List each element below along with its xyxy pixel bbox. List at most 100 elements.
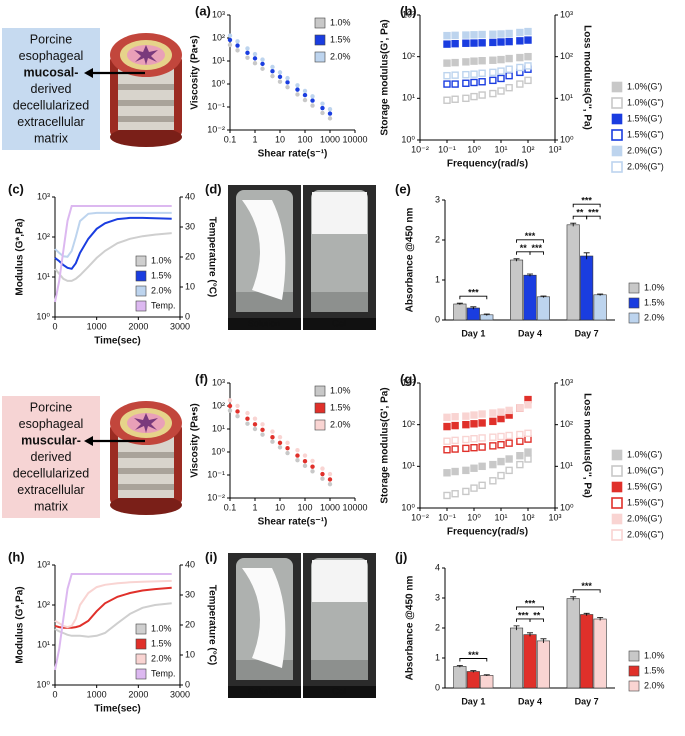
point <box>497 457 505 466</box>
panel-label: (e) <box>395 181 411 196</box>
x-tick-label: Day 7 <box>575 328 599 338</box>
panel-label: (b) <box>400 3 417 18</box>
x-tick-label: 100 <box>297 134 312 144</box>
x-tick-label: Day 7 <box>575 696 599 706</box>
legend-marker <box>611 129 623 141</box>
point <box>478 78 486 86</box>
legend-label: 2.0% <box>330 51 351 61</box>
point <box>478 462 486 471</box>
y2-tick-label: 30 <box>185 221 195 231</box>
point <box>516 80 524 88</box>
point <box>478 419 486 427</box>
panel-label: (a) <box>195 3 211 18</box>
point <box>443 422 451 431</box>
legend-marker <box>135 300 147 312</box>
jar-neck <box>236 292 293 312</box>
x-axis-title: Shear rate(s⁻¹) <box>258 517 328 528</box>
legend-marker <box>611 161 623 173</box>
bar <box>510 259 524 321</box>
y-tick-label: 10¹ <box>212 55 225 65</box>
legend-marker <box>135 623 147 635</box>
point <box>443 59 451 67</box>
error-bar <box>540 295 547 298</box>
x-tick-label: 0 <box>52 689 57 699</box>
y2-axis-title: Loss modulus(G'', Pa) <box>581 393 592 498</box>
y-tick-label: 1 <box>435 652 440 662</box>
jar-neck <box>311 660 368 680</box>
point <box>252 426 258 432</box>
point <box>252 56 258 61</box>
label-bar <box>303 318 376 330</box>
error-bar <box>483 674 490 676</box>
point <box>524 36 532 44</box>
legend-label: 1.5% <box>151 638 172 648</box>
point <box>497 38 505 46</box>
label-bar <box>303 686 376 698</box>
y-tick-label: 10⁰ <box>211 78 225 88</box>
bar <box>466 307 480 321</box>
legend-label: 2.0%(G") <box>627 161 664 171</box>
point <box>270 429 275 434</box>
significance-bracket <box>459 658 488 662</box>
point <box>245 416 250 421</box>
error-bar <box>597 617 604 621</box>
y2-tick-label: 40 <box>185 191 195 201</box>
point <box>270 69 275 74</box>
point <box>285 84 290 90</box>
y-tick-label: 10³ <box>212 9 225 19</box>
point <box>451 445 459 453</box>
point <box>462 435 470 444</box>
box-text: derived <box>31 82 72 96</box>
bar <box>510 627 524 689</box>
point <box>478 443 486 451</box>
point <box>302 453 308 458</box>
legend-label: 1.5% <box>644 665 665 675</box>
x-axis-title: Shear rate(s⁻¹) <box>258 149 328 160</box>
point <box>443 31 451 40</box>
bar <box>466 671 480 689</box>
x-tick-label: 1 <box>252 502 257 512</box>
x-tick-label: 10⁻² <box>411 512 429 522</box>
legend-marker <box>628 680 640 692</box>
bar <box>536 640 550 689</box>
y-tick-label: 10¹ <box>402 93 415 103</box>
box-text: decellularized <box>13 98 89 112</box>
y-axis-title: Modulus (G*,Pa) <box>15 586 26 663</box>
point <box>227 33 233 38</box>
legend-label: 1.5%(G") <box>627 129 664 139</box>
point <box>497 408 505 416</box>
point <box>310 469 315 474</box>
legend-label: 2.0% <box>151 653 172 663</box>
error-bar <box>540 638 547 643</box>
box-text: derived <box>31 450 72 464</box>
point <box>462 39 470 47</box>
bar <box>580 614 594 689</box>
point <box>320 110 325 116</box>
y-tick-label: 10¹ <box>37 271 50 281</box>
y-tick-label: 10⁻¹ <box>207 469 225 479</box>
point <box>327 116 333 121</box>
error-bar <box>527 273 533 277</box>
point <box>235 39 240 44</box>
error-bar <box>470 670 477 673</box>
point <box>489 38 497 47</box>
y2-tick-label: 10² <box>560 51 573 61</box>
point <box>277 435 283 440</box>
point <box>295 87 300 92</box>
point <box>451 71 459 79</box>
legend-label: 1.5% <box>330 402 351 412</box>
point <box>443 96 451 104</box>
point <box>260 427 265 433</box>
legend-marker <box>611 113 623 125</box>
point <box>516 404 524 412</box>
photo-label: Solution <box>248 686 281 696</box>
point <box>235 403 240 409</box>
point <box>478 91 486 99</box>
box-text: matrix <box>34 131 69 145</box>
point <box>235 48 240 53</box>
legend-marker <box>314 385 326 397</box>
point <box>489 68 497 77</box>
point <box>489 76 497 85</box>
x-tick-label: 0.1 <box>224 502 237 512</box>
x-tick-label: 2000 <box>128 321 148 331</box>
